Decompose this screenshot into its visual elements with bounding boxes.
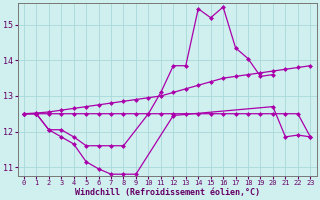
X-axis label: Windchill (Refroidissement éolien,°C): Windchill (Refroidissement éolien,°C) xyxy=(75,188,260,197)
